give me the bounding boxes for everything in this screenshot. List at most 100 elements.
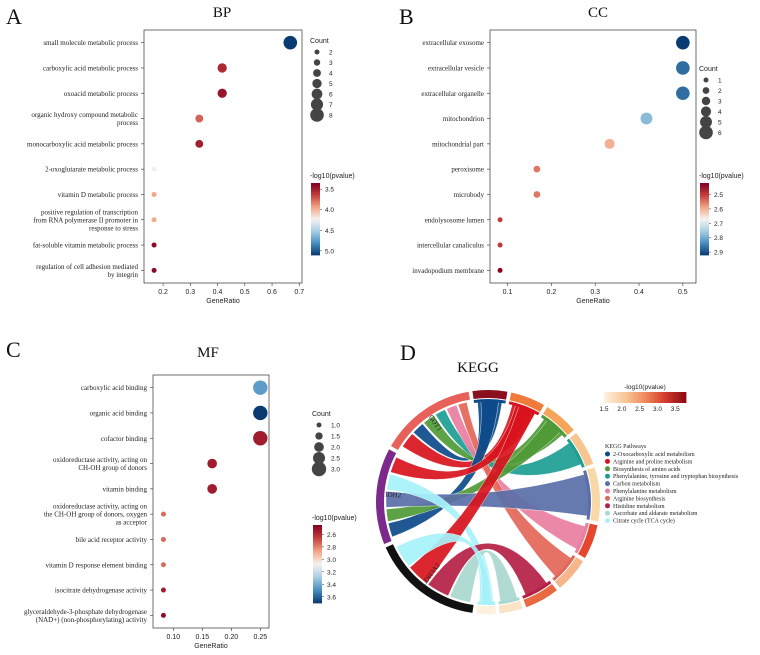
color-legend-segment: [700, 222, 709, 225]
data-point: [283, 35, 298, 50]
kegg-legend-swatch: [605, 488, 610, 494]
color-legend-label: 2.9: [714, 250, 723, 257]
x-tick-label: 0.4: [634, 289, 644, 296]
color-legend-segment: [313, 548, 322, 551]
kegg-gradient-segment: [634, 392, 638, 403]
color-legend-title: -log10(pvalue): [310, 173, 355, 180]
gene-label: IDH2: [385, 491, 402, 500]
size-legend-label: 1.5: [331, 434, 340, 441]
pathway-inner-arc: [540, 414, 567, 438]
pathway-arc: [586, 467, 600, 522]
color-legend-segment: [313, 556, 322, 559]
color-legend-segment: [700, 206, 709, 209]
color-legend-segment: [700, 208, 709, 211]
color-legend-segment: [311, 213, 320, 216]
color-legend-label: 3.6: [327, 594, 336, 601]
size-legend-label: 3: [329, 60, 333, 67]
category-label-line: peroxisome: [451, 166, 484, 174]
category-label-line: vitamin binding: [102, 485, 147, 493]
color-legend-segment: [311, 192, 320, 195]
category-label: invadopodium membrane: [412, 267, 484, 275]
category-label-line: 2-oxoglutarate metabolic process: [45, 166, 138, 174]
color-legend-segment: [313, 595, 322, 598]
x-tick-label: 0.3: [590, 289, 600, 296]
kegg-legend-label: Phenylalanine, tyrosine and tryptophan b…: [613, 474, 739, 480]
size-legend-dot: [315, 432, 323, 440]
color-legend-segment: [311, 253, 320, 256]
color-legend-segment: [313, 542, 322, 545]
color-legend-label: 2.6: [714, 206, 723, 213]
size-legend-title: Count: [310, 38, 329, 45]
kegg-legend-label: 2-Oxocarboxylic acid metabolism: [613, 452, 695, 458]
kegg-gradient-segment: [653, 392, 656, 403]
color-legend-segment: [313, 585, 322, 588]
color-legend-segment: [313, 599, 322, 602]
color-legend-segment: [311, 183, 320, 186]
color-legend-segment: [700, 226, 709, 229]
data-point: [533, 165, 541, 173]
category-label-line: mitochondrion: [443, 115, 485, 123]
pathway-inner-arc: [552, 554, 576, 581]
kegg-gradient-segment: [632, 392, 636, 403]
category-label-line: endolysosome lumen: [425, 216, 485, 224]
x-axis-label: GeneRatio: [576, 298, 610, 305]
data-point: [151, 191, 157, 197]
color-legend-segment: [700, 246, 709, 249]
category-label-line: fat-soluble vitamin metabolic process: [33, 242, 138, 250]
panel-a: A BP small molecule metabolic process car…: [6, 4, 355, 305]
category-label-line: oxidoreductase activity, acting on: [53, 503, 148, 511]
chart-title-mf: MF: [197, 345, 219, 361]
color-legend-segment: [311, 226, 320, 229]
size-legend-dot: [316, 422, 322, 428]
size-legend-dot: [314, 442, 324, 452]
color-legend-segment: [311, 242, 320, 245]
color-legend-segment: [700, 219, 709, 222]
size-legend-dot: [310, 98, 324, 111]
category-label-line: oxidoreductase activity, acting on: [53, 456, 148, 464]
category-label-line: organic acid binding: [90, 409, 148, 417]
kegg-legend-swatch: [605, 473, 610, 479]
size-legend-dot: [314, 49, 320, 55]
category-label-line: as acceptor: [116, 519, 148, 527]
kegg-legend-label: Ascorbate and aldarate metabolism: [613, 511, 698, 517]
size-legend-label: 6: [329, 92, 333, 99]
panel-letter-a: A: [6, 4, 22, 29]
kegg-legend-label: Arginine and proline metabolism: [613, 459, 693, 465]
size-legend-label: 3: [718, 99, 722, 106]
category-label: microbody: [454, 191, 485, 199]
chart-mf: carboxylic acid binding organic acid bind…: [24, 374, 357, 650]
size-legend-dot: [310, 108, 324, 122]
color-legend-segment: [311, 247, 320, 250]
color-legend-title: -log10(pvalue): [312, 515, 357, 522]
category-label-line: intercellular canaliculus: [417, 242, 484, 250]
data-point: [195, 139, 204, 148]
pathway-arc: [523, 583, 557, 608]
data-point: [151, 242, 157, 248]
chart-title-kegg: KEGG: [457, 360, 499, 376]
category-label-line: extracellular vesicle: [428, 64, 484, 72]
color-legend-segment: [700, 240, 709, 243]
category-label-line: carboxylic acid binding: [81, 384, 148, 392]
category-label: cofactor binding: [101, 435, 148, 443]
color-legend-segment: [311, 208, 320, 211]
category-label: carboxylic acid binding: [81, 384, 148, 392]
color-legend-label: 2.7: [714, 221, 723, 228]
size-legend-title: Count: [312, 411, 331, 418]
kegg-gradient-segment: [610, 392, 613, 403]
size-legend-label: 3.0: [331, 467, 340, 474]
color-legend-segment: [313, 552, 322, 555]
color-legend-title: -log10(pvalue): [699, 173, 744, 180]
kegg-legend-swatch: [605, 451, 610, 457]
color-legend-segment: [700, 251, 709, 254]
size-legend-dot: [311, 461, 327, 477]
color-legend-segment: [700, 199, 709, 202]
color-legend-segment: [700, 213, 709, 216]
data-point: [195, 114, 204, 123]
color-legend-label: 3.4: [327, 582, 336, 589]
category-label: peroxisome: [451, 166, 484, 174]
color-legend-segment: [311, 188, 320, 191]
x-tick-label: 0.3: [185, 289, 195, 296]
color-legend-segment: [313, 565, 322, 569]
color-legend-segment: [313, 534, 322, 538]
